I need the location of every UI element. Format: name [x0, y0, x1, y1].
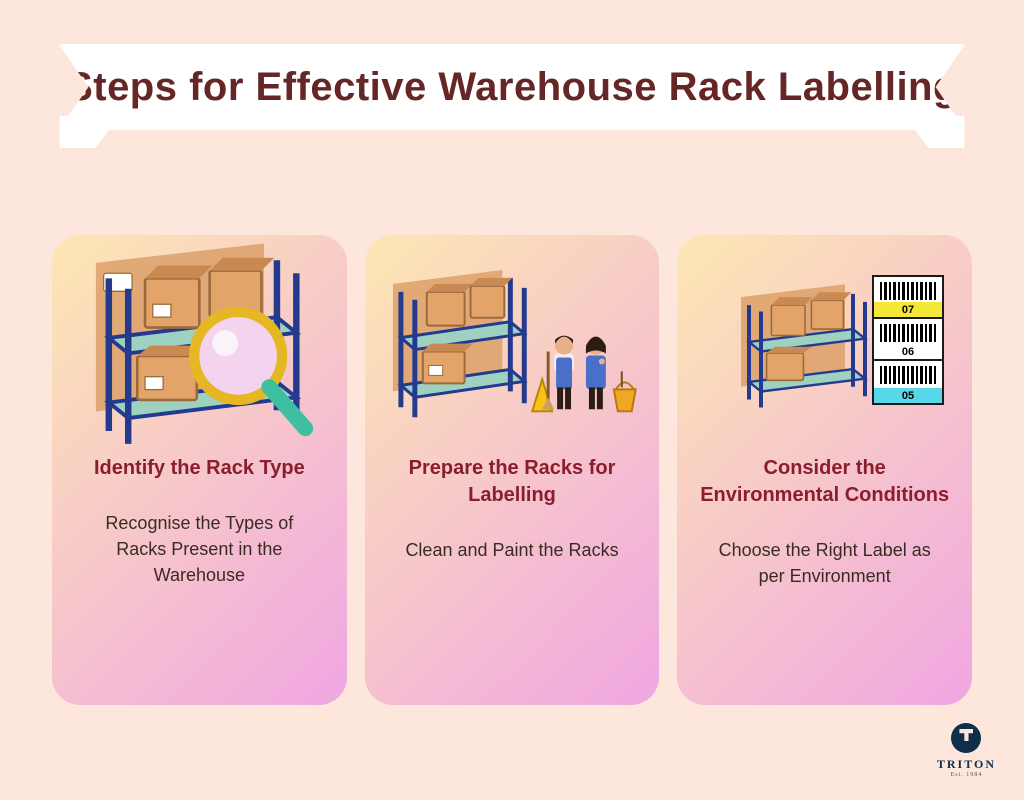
illustration-rack-cleaners: [383, 257, 642, 437]
card-environment-heading: Consider the Environmental Conditions: [695, 455, 954, 509]
barcode-strip-2: 05: [874, 388, 942, 403]
card-prepare: Prepare the Racks for Labelling Clean an…: [365, 235, 660, 705]
brand-logo: TRITON Est. 1984: [937, 723, 996, 778]
barcode-code-1: 06: [902, 346, 914, 358]
card-identify-desc: Recognise the Types of Racks Present in …: [79, 510, 319, 588]
brand-logo-icon: [951, 723, 981, 753]
card-identify: Identify the Rack Type Recognise the Typ…: [52, 235, 347, 705]
barcode-row-1: 06: [874, 319, 942, 361]
ribbon-tail-left: [60, 116, 120, 148]
barcode-bars-icon: [880, 366, 936, 384]
cards-row: Identify the Rack Type Recognise the Typ…: [52, 235, 972, 705]
rack-magnifier-svg: [70, 237, 329, 457]
rack-svg-3: [725, 270, 885, 425]
title-ribbon: Steps for Effective Warehouse Rack Label…: [60, 44, 965, 154]
barcode-row-2: 05: [874, 361, 942, 403]
illustration-rack-magnifier: [70, 257, 329, 437]
title-ribbon-bar: Steps for Effective Warehouse Rack Label…: [60, 44, 965, 130]
card-prepare-heading: Prepare the Racks for Labelling: [383, 455, 642, 509]
card-environment: 07 06 05 Consider the Environmental Co: [677, 235, 972, 705]
illustration-rack-barcodes: 07 06 05: [695, 257, 954, 437]
barcode-strip-1: 06: [874, 344, 942, 359]
card-prepare-desc: Clean and Paint the Racks: [405, 537, 618, 563]
rack-cleaners-svg: [383, 262, 642, 431]
page-title: Steps for Effective Warehouse Rack Label…: [66, 65, 958, 110]
barcode-strip-0: 07: [874, 302, 942, 317]
barcode-code-2: 05: [902, 390, 914, 402]
card-environment-desc: Choose the Right Label as per Environmen…: [705, 537, 945, 589]
barcode-bars-icon: [880, 282, 936, 300]
brand-sub: Est. 1984: [937, 772, 996, 778]
brand-name: TRITON: [937, 757, 996, 772]
ribbon-tail-right: [905, 116, 965, 148]
barcode-bars-icon: [880, 324, 936, 342]
barcode-code-0: 07: [902, 304, 914, 316]
barcode-labels-panel: 07 06 05: [872, 275, 944, 405]
barcode-row-0: 07: [874, 277, 942, 319]
card-identify-heading: Identify the Rack Type: [94, 455, 305, 482]
